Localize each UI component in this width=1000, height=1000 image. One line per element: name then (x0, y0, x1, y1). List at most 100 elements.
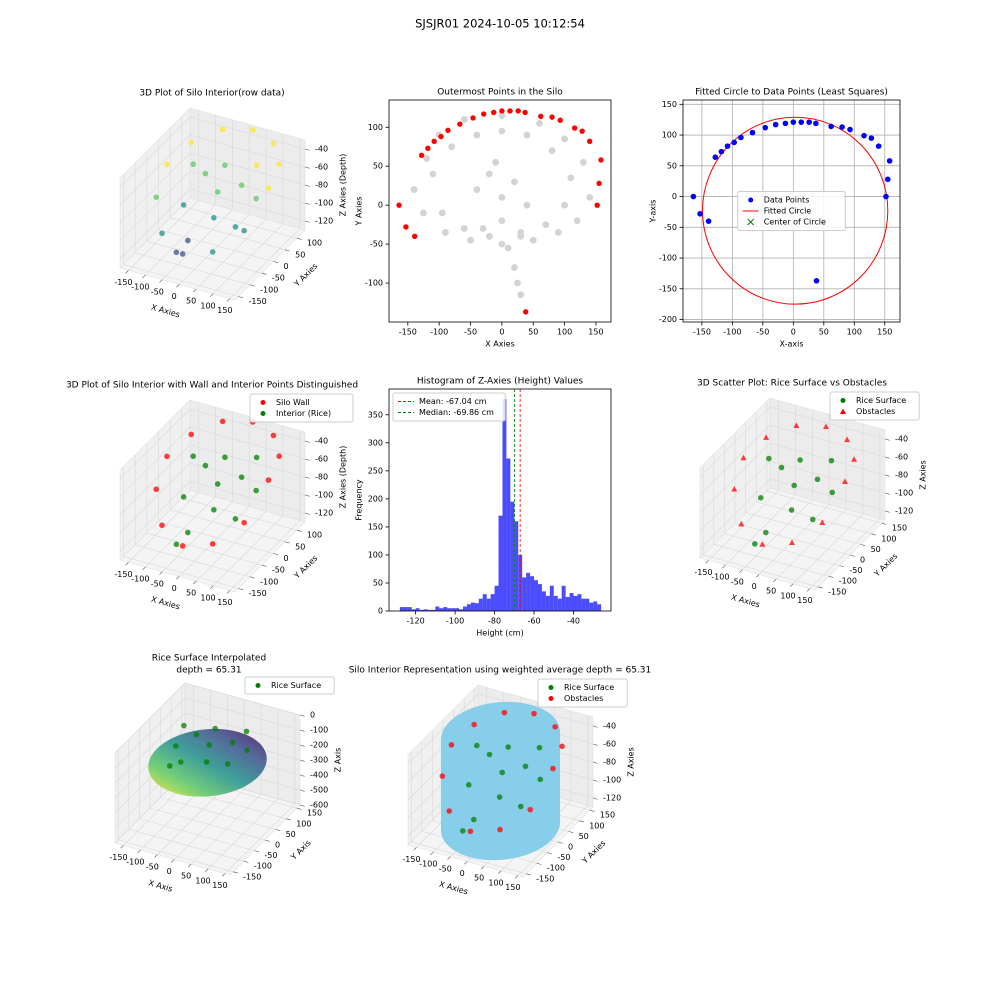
x-tick (226, 298, 231, 302)
chart-title: Fitted Circle to Data Points (Least Squa… (695, 88, 888, 98)
y-tick-label: 100 (881, 534, 896, 543)
point (474, 742, 480, 749)
grid-line (769, 424, 886, 458)
point (276, 453, 282, 460)
bar (498, 515, 503, 611)
y-tick-label: 100 (589, 821, 604, 830)
point (219, 418, 226, 425)
point (153, 194, 160, 201)
point (418, 152, 425, 159)
grid-line (149, 807, 266, 841)
point (782, 120, 789, 127)
grid-line (769, 406, 886, 440)
bar (399, 607, 404, 611)
cylinder-wall (541, 754, 546, 849)
legend-label: Median: -69.86 cm (419, 408, 494, 417)
grid-line (212, 515, 284, 587)
cylinder-wall (533, 759, 538, 853)
legend-swatch (748, 197, 754, 203)
x-tick (125, 270, 129, 274)
y-tick (818, 586, 823, 589)
point (819, 519, 826, 526)
point (185, 237, 191, 244)
point (265, 185, 272, 191)
grid-line (734, 522, 851, 556)
fitted-circle (702, 116, 889, 305)
cylinder-wall (514, 766, 520, 859)
y-tick-label: -150 (243, 872, 261, 881)
x-tick-label: 150 (877, 328, 892, 337)
point (724, 143, 731, 149)
point (813, 277, 820, 284)
y-tick-label: -50 (272, 566, 285, 575)
point (552, 723, 558, 730)
bar (419, 609, 424, 611)
z-tick-label: -60 (895, 453, 908, 462)
grid-line (158, 521, 274, 554)
x-tick (205, 868, 209, 872)
point (828, 457, 835, 464)
point (759, 541, 766, 547)
grid-line (123, 264, 239, 297)
point (749, 129, 756, 136)
cylinder-wall (498, 768, 505, 861)
point (517, 232, 525, 240)
bar (526, 572, 531, 611)
x-tick (739, 569, 743, 573)
z-tick-label: -200 (310, 741, 328, 750)
grid-line (212, 223, 284, 295)
z-tick (592, 761, 598, 764)
legend-label: Interior (Rice) (276, 409, 331, 418)
point (731, 485, 738, 492)
point (499, 769, 505, 776)
cylinder-wall (457, 761, 462, 855)
point (598, 157, 604, 163)
grid-line (181, 497, 297, 531)
point (410, 186, 418, 193)
y-tick (526, 873, 531, 876)
point (222, 162, 228, 169)
cylinder-wall (465, 765, 471, 858)
y-tick (839, 565, 845, 568)
point (212, 725, 218, 732)
point (523, 309, 529, 315)
x-tick (498, 870, 502, 874)
point (159, 522, 165, 529)
x-tick-label: -100 (126, 858, 144, 867)
point (738, 520, 745, 527)
point (270, 140, 277, 147)
grid-line (170, 509, 286, 543)
z-tick-label: -60 (315, 163, 328, 172)
y-tick-label: -100 (839, 577, 857, 586)
point (740, 454, 747, 461)
z-tick (884, 492, 890, 495)
y-tick-label: 0 (378, 607, 383, 616)
x-tick-label: 50 (528, 328, 538, 337)
point (465, 782, 472, 788)
point (193, 731, 200, 738)
x-tick (142, 274, 146, 279)
z-axis-label: Z Axies (Depth) (339, 154, 348, 217)
grid-line (745, 512, 861, 545)
cylinder-wall (544, 752, 549, 846)
point (718, 148, 725, 155)
y-tick (579, 820, 584, 823)
point (886, 158, 893, 164)
x-tick-label: 100 (200, 301, 215, 310)
y-tick-label: 50 (295, 250, 305, 259)
legend-swatch (747, 218, 755, 226)
z-axis-label: Z Axies (Depth) (339, 446, 348, 509)
z-tick-label: -100 (895, 489, 913, 498)
x-tick (481, 865, 485, 870)
x-tick (790, 583, 794, 587)
point (181, 722, 187, 729)
x-tick-label: -150 (114, 570, 132, 579)
x-tick (756, 574, 760, 578)
y-tick-label: -100 (659, 254, 677, 263)
x-tick (171, 859, 175, 863)
point (253, 162, 260, 169)
point (851, 456, 858, 462)
point (505, 744, 511, 750)
bar (447, 608, 452, 611)
